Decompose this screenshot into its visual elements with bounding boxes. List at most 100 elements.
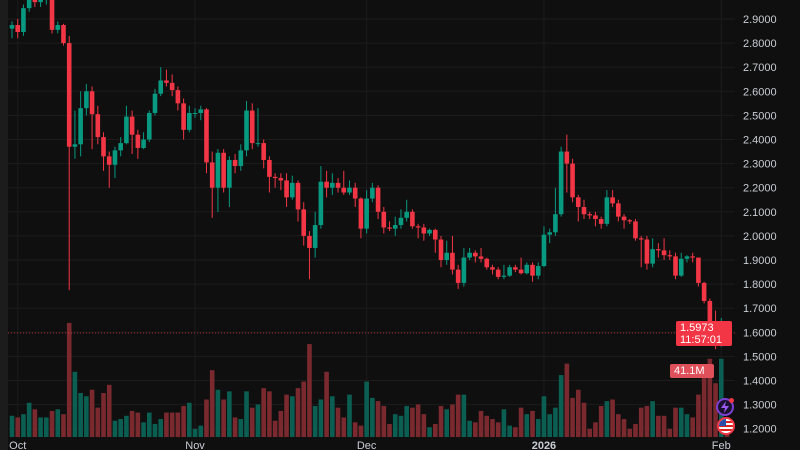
candle-body bbox=[427, 229, 432, 234]
volume-bar bbox=[610, 399, 615, 437]
volume-bar bbox=[135, 412, 141, 437]
candle-body bbox=[307, 235, 312, 248]
volume-bar bbox=[633, 423, 638, 437]
candle-body bbox=[661, 250, 667, 256]
volume-bar bbox=[272, 420, 278, 437]
left-panel-edge bbox=[0, 0, 8, 450]
volume-bar bbox=[524, 414, 530, 437]
us-flag-icon[interactable] bbox=[717, 417, 735, 435]
candle-body bbox=[667, 255, 673, 257]
volume-bar bbox=[616, 414, 621, 437]
volume-bar bbox=[387, 423, 392, 437]
volume-bar bbox=[432, 423, 438, 437]
candle-body bbox=[587, 214, 593, 216]
volume-bar bbox=[118, 419, 123, 437]
candle-body bbox=[633, 221, 638, 239]
volume-bar bbox=[507, 425, 512, 437]
volume-bar bbox=[352, 422, 358, 437]
candle-body bbox=[278, 178, 284, 181]
volume-bar bbox=[49, 410, 55, 437]
candle-body bbox=[249, 110, 255, 144]
volume-bar bbox=[164, 412, 169, 437]
candle-body bbox=[678, 258, 684, 276]
candle-body bbox=[124, 116, 129, 144]
candle-body bbox=[255, 143, 261, 145]
volume-bar bbox=[72, 371, 78, 437]
candle-body bbox=[61, 25, 66, 44]
candle-body bbox=[621, 216, 627, 221]
volume-bar bbox=[404, 406, 409, 437]
candle-body bbox=[564, 151, 570, 164]
volume-bar bbox=[392, 414, 398, 437]
volume-bar bbox=[204, 399, 209, 437]
last-price-label: 1.5973 11:57:01 bbox=[676, 321, 732, 346]
candle-body bbox=[169, 82, 175, 91]
candle-body bbox=[324, 181, 329, 188]
candle-body bbox=[244, 110, 249, 151]
candle-body bbox=[495, 269, 501, 277]
volume-bar bbox=[32, 409, 38, 437]
volume-bar bbox=[215, 389, 221, 437]
candle-body bbox=[141, 139, 146, 148]
candle-body bbox=[507, 267, 512, 276]
candle-body bbox=[78, 108, 83, 145]
candle-body bbox=[106, 156, 112, 165]
volume-bar bbox=[621, 419, 627, 437]
volume-bar bbox=[267, 391, 272, 437]
candle-body bbox=[581, 206, 587, 215]
x-tick-label: 2026 bbox=[532, 440, 556, 450]
candle-body bbox=[95, 114, 101, 138]
y-tick-label: 1.8000 bbox=[743, 279, 777, 291]
volume-bar bbox=[541, 396, 547, 437]
y-tick-label: 2.7000 bbox=[743, 62, 777, 74]
y-tick-label: 2.4000 bbox=[743, 135, 777, 147]
candle-body bbox=[112, 150, 118, 165]
candle-body bbox=[38, 0, 43, 3]
candle-body bbox=[421, 227, 427, 234]
volume-bar bbox=[421, 414, 427, 437]
candle-body bbox=[656, 249, 661, 251]
candle-body bbox=[370, 187, 375, 199]
candle-body bbox=[284, 180, 289, 198]
x-tick-label: Oct bbox=[9, 440, 26, 450]
y-tick-label: 1.2000 bbox=[743, 424, 777, 436]
candle-body bbox=[690, 256, 695, 258]
y-tick-label: 2.8000 bbox=[743, 38, 777, 50]
candle-body bbox=[530, 264, 535, 276]
volume-bar bbox=[324, 371, 329, 437]
candle-body bbox=[701, 282, 707, 301]
volume-bar bbox=[547, 414, 552, 437]
candle-body bbox=[312, 225, 318, 248]
lightning-alert-icon[interactable] bbox=[716, 398, 734, 416]
volume-bar bbox=[364, 381, 369, 437]
candle-body bbox=[221, 152, 226, 188]
candle-body bbox=[55, 25, 61, 30]
volume-bar bbox=[330, 396, 335, 437]
candle-body bbox=[553, 214, 558, 233]
candle-body bbox=[301, 209, 307, 236]
volume-bar bbox=[673, 407, 678, 437]
candle-body bbox=[21, 8, 26, 33]
candle-body bbox=[398, 217, 404, 226]
candle-body bbox=[192, 112, 198, 114]
volume-bar bbox=[684, 414, 690, 437]
volume-bar bbox=[209, 370, 215, 437]
volume-bar bbox=[450, 404, 455, 437]
volume-bar bbox=[484, 415, 490, 437]
candle-body bbox=[696, 257, 701, 283]
volume-bar bbox=[518, 407, 524, 437]
candle-body bbox=[129, 116, 135, 135]
volume-bar bbox=[444, 409, 450, 437]
volume-bar bbox=[558, 375, 564, 437]
candle-body bbox=[707, 300, 713, 322]
volume-bar bbox=[187, 402, 192, 437]
volume-bar bbox=[667, 428, 673, 437]
candle-body bbox=[347, 187, 352, 193]
volume-bar bbox=[398, 415, 404, 437]
volume-bar bbox=[627, 428, 633, 437]
candle-body bbox=[135, 134, 141, 148]
candle-body bbox=[518, 269, 524, 274]
volume-bar bbox=[84, 396, 89, 437]
